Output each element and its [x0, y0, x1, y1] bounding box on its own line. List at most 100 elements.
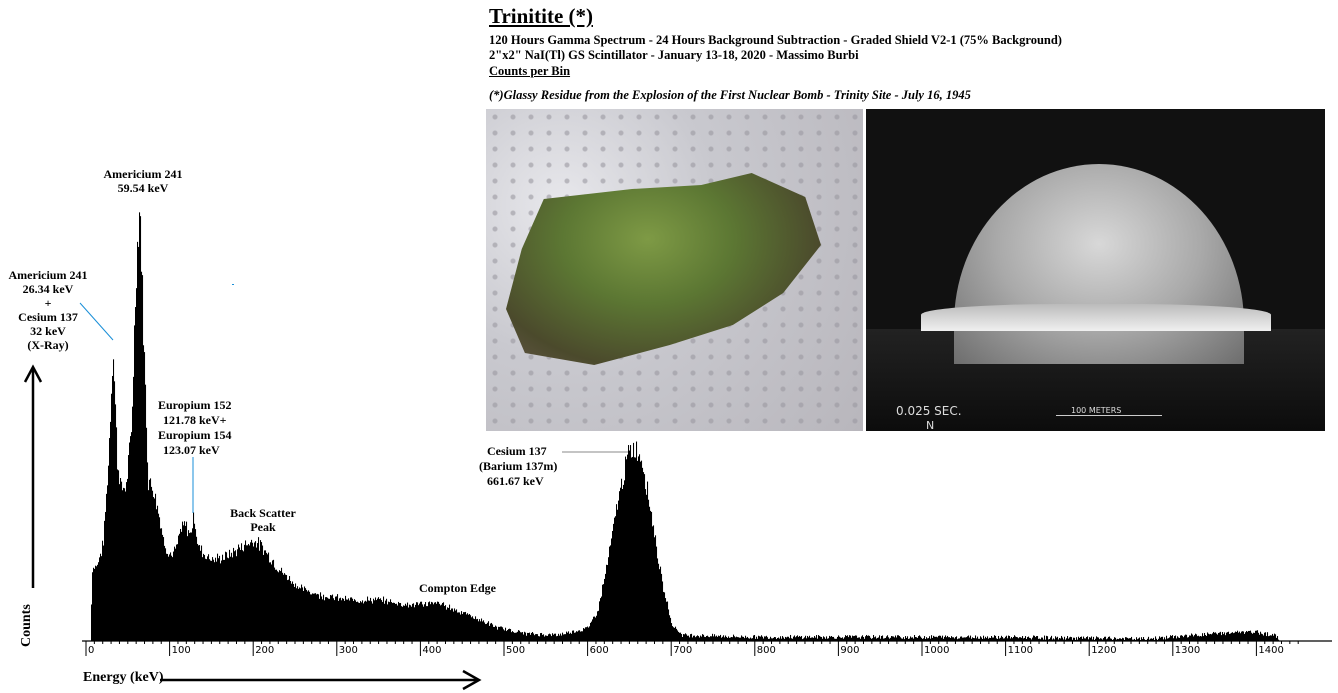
spectrum-bin	[561, 635, 563, 641]
spectrum-bin	[599, 601, 601, 641]
spectrum-bin	[332, 594, 334, 641]
spectrum-bin	[1014, 635, 1016, 641]
spectrum-bin	[358, 602, 360, 641]
spectrum-bin	[92, 572, 94, 641]
spectrum-bin	[487, 622, 489, 641]
spectrum-bin	[1158, 638, 1160, 641]
spectrum-bin	[1259, 634, 1261, 641]
spectrum-bin	[1029, 637, 1031, 641]
spectrum-bin	[210, 560, 212, 641]
spectrum-bin	[1097, 637, 1099, 641]
spectrum-bin	[363, 603, 365, 641]
spectrum-bin	[461, 611, 463, 641]
spectrum-bin	[414, 607, 416, 641]
spectrum-bin	[284, 573, 286, 641]
spectrum-bin	[1252, 633, 1254, 641]
spectrum-bin	[1225, 635, 1227, 641]
spectrum-bin	[830, 636, 832, 641]
spectrum-bin	[1069, 637, 1071, 641]
spectrum-bin	[117, 469, 119, 641]
spectrum-bin	[644, 474, 646, 641]
spectrum-bin	[443, 602, 445, 641]
spectrum-bin	[484, 622, 486, 641]
spectrum-bin	[608, 557, 610, 641]
spectrum-bin	[689, 637, 691, 641]
spectrum-bin	[343, 598, 345, 641]
spectrum-bin	[856, 635, 858, 641]
spectrum-bin	[813, 637, 815, 641]
spectrum-bin	[676, 628, 678, 641]
spectrum-bin	[708, 636, 710, 641]
spectrum-bin	[488, 621, 490, 641]
spectrum-bin	[444, 606, 446, 641]
spectrum-bin	[903, 637, 905, 641]
spectrum-bin	[320, 592, 322, 641]
spectrum-bin	[574, 632, 576, 641]
spectrum-bin	[162, 534, 164, 641]
spectrum-bin	[543, 634, 545, 641]
spectrum-bin	[1239, 631, 1241, 641]
spectrum-bin	[148, 490, 150, 641]
photo-north-label: N	[926, 419, 935, 431]
spectrum-bin	[774, 637, 776, 641]
spectrum-bin	[1246, 630, 1248, 641]
spectrum-bin	[1020, 637, 1022, 641]
spectrum-bin	[1079, 638, 1081, 641]
spectrum-bin	[803, 638, 805, 641]
spectrum-bin	[726, 636, 728, 641]
spectrum-bin	[713, 636, 715, 641]
spectrum-bin	[241, 543, 243, 641]
spectrum-bin	[540, 633, 542, 641]
spectrum-bin	[1080, 636, 1082, 641]
spectrum-bin	[999, 638, 1001, 641]
spectrum-bin	[226, 552, 228, 641]
spectrum-bin	[1089, 637, 1091, 641]
spectrum-bin	[988, 638, 990, 641]
spectrum-bin	[1053, 638, 1055, 641]
spectrum-bin	[166, 553, 168, 641]
spectrum-bin	[1234, 632, 1236, 641]
spectrum-bin	[400, 602, 402, 641]
spectrum-bin	[589, 626, 591, 641]
spectrum-bin	[844, 637, 846, 641]
spectrum-bin	[885, 637, 887, 641]
spectrum-bin	[1017, 637, 1019, 641]
spectrum-bin	[130, 436, 132, 641]
spectrum-bin	[692, 637, 694, 641]
spectrum-bin	[637, 460, 639, 641]
spectrum-bin	[1228, 631, 1230, 641]
spectrum-bin	[303, 590, 305, 641]
spectrum-bin	[972, 637, 974, 641]
spectrum-bin	[815, 637, 817, 641]
spectrum-bin	[1266, 636, 1268, 641]
spectrum-bin	[268, 552, 270, 641]
spectrum-bin	[1066, 638, 1068, 641]
spectrum-bin	[671, 623, 673, 641]
spectrum-bin	[517, 631, 519, 641]
spectrum-bin	[727, 637, 729, 641]
spectrum-bin	[943, 638, 945, 641]
spectrum-bin	[900, 637, 902, 641]
spectrum-bin	[231, 552, 233, 641]
spectrum-bin	[249, 545, 251, 641]
spectrum-bin	[229, 549, 231, 641]
spectrum-bin	[887, 635, 889, 641]
spectrum-bin	[315, 593, 317, 641]
spectrum-bin	[124, 488, 126, 641]
spectrum-bin	[407, 602, 409, 641]
spectrum-bin	[791, 638, 793, 641]
spectrum-bin	[328, 598, 330, 641]
spectrum-bin	[629, 450, 631, 641]
spectrum-bin	[310, 594, 312, 641]
spectrum-bin	[1128, 638, 1130, 641]
spectrum-bin	[731, 637, 733, 641]
spectrum-bin	[174, 546, 176, 641]
spectrum-bin	[552, 633, 554, 641]
spectrum-bin	[1168, 638, 1170, 641]
spectrum-bin	[222, 554, 224, 641]
spectrum-bin	[297, 586, 299, 641]
spectrum-bin	[1240, 633, 1242, 641]
spectrum-bin	[978, 638, 980, 641]
spectrum-bin	[428, 602, 430, 641]
spectrum-bin	[742, 636, 744, 641]
